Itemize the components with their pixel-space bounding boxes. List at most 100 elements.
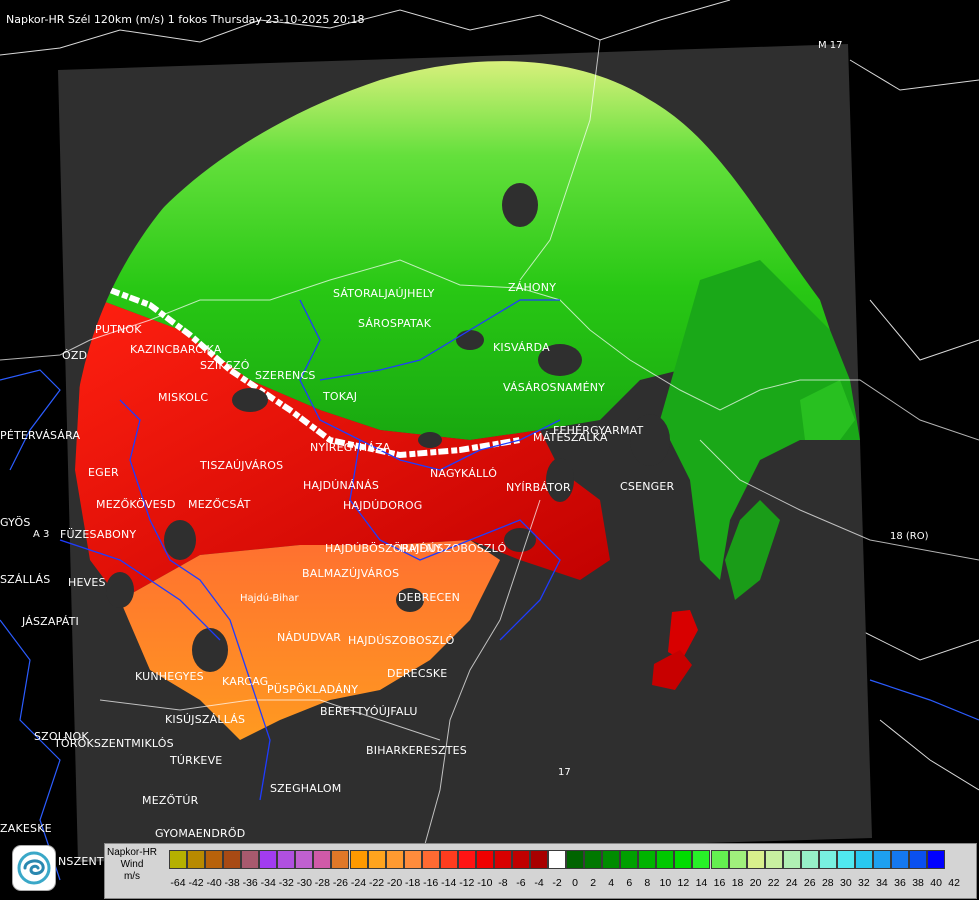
legend-tick-label: -42	[188, 877, 204, 889]
place-label: KARCAG	[222, 675, 269, 688]
place-label: FÜZESABONY	[60, 528, 137, 541]
place-label: EGER	[88, 466, 119, 479]
place-label: TOKAJ	[323, 390, 358, 403]
place-label: MEZŐCSÁT	[188, 498, 251, 511]
legend-tick-label: 16	[713, 877, 726, 889]
legend-swatch	[818, 850, 837, 869]
legend-swatch	[728, 850, 747, 869]
legend-swatch	[187, 850, 206, 869]
legend-tick-label: -22	[368, 877, 385, 889]
place-label: BALMAZÚJVÁROS	[302, 567, 400, 580]
legend-tick-label: 10	[659, 877, 672, 889]
place-label: KISVÁRDA	[493, 341, 550, 354]
place-label: HAJDÚNÁNÁS	[303, 479, 380, 492]
legend-tick-label: -2	[552, 877, 562, 889]
legend-tick-label: 14	[695, 877, 708, 889]
legend-tick-label: -64	[170, 877, 186, 889]
legend-title-line: m/s	[123, 871, 141, 882]
legend-tick-label: -6	[516, 877, 526, 889]
place-label: NAGYKÁLLÓ	[430, 467, 498, 480]
place-label: SZOLNOK	[34, 730, 89, 743]
place-label: SZEGHALOM	[270, 782, 342, 795]
place-label: KAZINCBARCIKA	[130, 343, 222, 356]
legend-tick-label: -26	[332, 877, 349, 889]
legend-swatch	[457, 850, 476, 869]
place-label: ZAKESKE	[0, 822, 52, 835]
legend-title: Napkor-HR Wind m/s	[107, 847, 157, 883]
place-label: NYÍREGYHÁZA	[310, 441, 391, 454]
legend-tick-label: 30	[840, 877, 852, 889]
place-label: NYÍRBÁTOR	[506, 481, 571, 494]
legend-swatch	[241, 850, 260, 869]
legend-tick-label: 4	[608, 877, 615, 889]
place-label: TÖRÖKSZENTMIKLÓS	[54, 737, 174, 750]
legend-tick-label: 22	[767, 877, 780, 889]
legend-swatch	[530, 850, 548, 869]
place-label: SZERENCS	[255, 369, 316, 382]
legend-swatch	[692, 850, 711, 869]
legend-swatch	[782, 850, 801, 869]
legend-tick-label: 8	[644, 877, 651, 889]
echo-red-southeast	[652, 650, 692, 690]
place-label: TISZAÚJVÁROS	[200, 459, 284, 472]
legend-tick-label: -36	[242, 877, 258, 889]
place-label: NÁDUDVAR	[277, 631, 342, 644]
legend-tick-label: -4	[534, 877, 544, 889]
legend-swatch	[854, 850, 873, 869]
legend-swatch	[548, 850, 567, 869]
place-label: SÁROSPATAK	[358, 317, 432, 330]
place-label: PUTNOK	[95, 323, 142, 336]
legend-tick-label: -30	[296, 877, 312, 889]
place-label: JÁSZAPÁTI	[22, 615, 79, 628]
legend-swatch	[566, 850, 585, 869]
legend-swatch	[656, 850, 675, 869]
legend-swatch	[602, 850, 621, 869]
legend-title-line: Wind	[120, 859, 144, 870]
legend-swatch	[439, 850, 458, 869]
legend-tick-label: -34	[260, 877, 276, 889]
legend-tick-label: -8	[498, 877, 508, 889]
place-label: PÉTERVÁSÁRA	[0, 429, 81, 442]
legend-tick-label: 36	[894, 877, 906, 889]
legend-tick-label: -18	[405, 877, 421, 889]
place-label: ÓZD	[62, 349, 88, 362]
road-label: A 3	[33, 529, 50, 540]
place-label: GYÖS	[0, 516, 31, 529]
legend-swatch	[421, 850, 440, 869]
outer-borders	[0, 0, 979, 791]
legend-tick-label: 24	[785, 877, 798, 889]
road-label: 17	[558, 767, 571, 778]
place-label: DERECSKE	[387, 667, 448, 680]
legend-swatch	[891, 850, 909, 869]
legend-tick-label: 18	[731, 877, 744, 889]
place-label: GYOMAENDRŐD	[155, 827, 246, 840]
legend-tick-label: -10	[477, 877, 493, 889]
place-label: BERETTYÓÚJFALU	[320, 705, 418, 718]
legend-swatch	[385, 850, 404, 869]
swirl-icon	[17, 851, 51, 885]
legend-swatch	[584, 850, 603, 869]
place-label: PÜSPÖKLADÁNY	[267, 683, 359, 696]
place-label: FEHÉRGYARMAT	[553, 424, 644, 437]
legend-swatch	[800, 850, 819, 869]
legend-tick-label: 28	[821, 877, 834, 889]
legend-tick-label: -12	[459, 877, 475, 889]
echo-green-east	[725, 500, 780, 600]
echo-west	[75, 300, 610, 600]
legend-swatch	[205, 850, 224, 869]
echo-east-band	[660, 260, 860, 580]
legend-tick-label: 6	[626, 877, 633, 889]
place-label: ZÁHONY	[508, 281, 557, 294]
place-label: SZIKSZÓ	[200, 359, 250, 372]
legend-tick-label: 42	[948, 877, 960, 889]
legend-tick-label: -40	[206, 877, 222, 889]
place-label: MEZŐKÖVESD	[96, 498, 176, 511]
county-lines	[59, 299, 561, 801]
legend-swatch	[746, 850, 765, 869]
place-label: KISÚJSZÁLLÁS	[165, 713, 246, 726]
legend-swatch	[620, 850, 639, 869]
legend-swatch	[872, 850, 891, 869]
place-label: SZÁLLÁS	[0, 573, 51, 586]
echo-red-east	[668, 610, 698, 660]
